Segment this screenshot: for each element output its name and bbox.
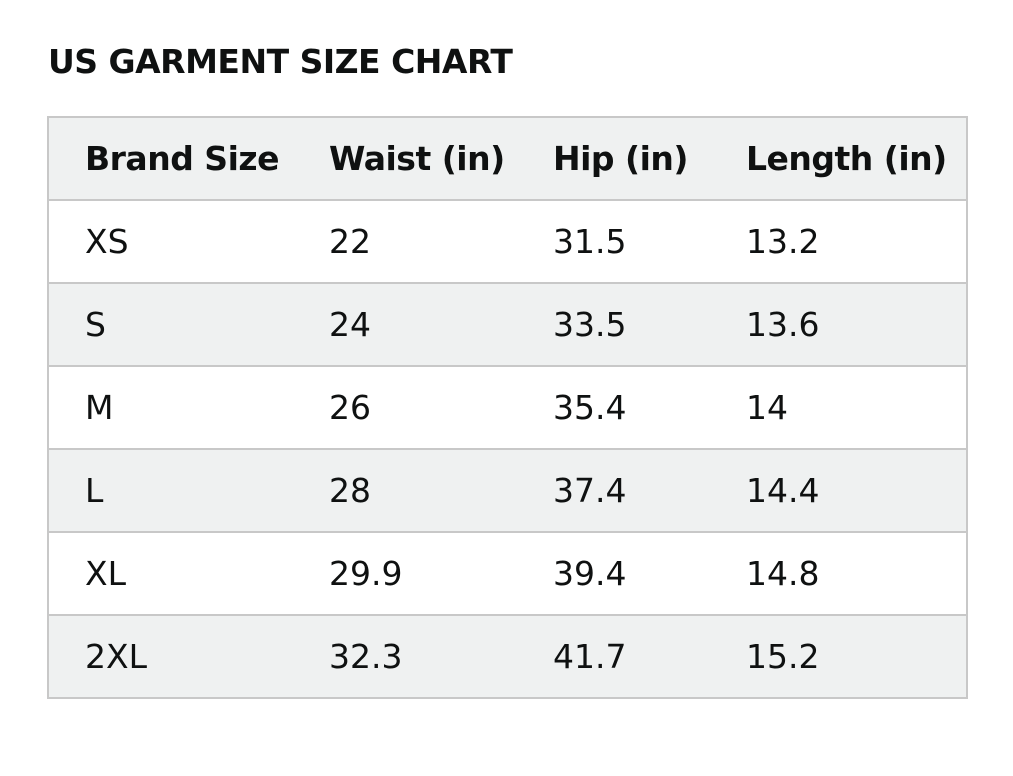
cell-hip: 35.4 xyxy=(519,365,712,449)
cell-hip: 31.5 xyxy=(519,199,712,283)
cell-brand-size: S xyxy=(48,282,293,366)
cell-waist: 26 xyxy=(293,365,519,449)
page-title: US GARMENT SIZE CHART xyxy=(48,42,513,81)
cell-hip: 37.4 xyxy=(519,448,712,532)
table-row: XS 22 31.5 13.2 xyxy=(48,199,967,283)
cell-hip: 41.7 xyxy=(519,614,712,698)
header-length: Length (in) xyxy=(712,116,967,200)
cell-brand-size: M xyxy=(48,365,293,449)
cell-hip: 39.4 xyxy=(519,531,712,615)
table-row: L 28 37.4 14.4 xyxy=(48,448,967,532)
cell-length: 14.4 xyxy=(712,448,967,532)
header-brand-size: Brand Size xyxy=(48,116,293,200)
cell-length: 13.6 xyxy=(712,282,967,366)
cell-length: 13.2 xyxy=(712,199,967,283)
cell-hip: 33.5 xyxy=(519,282,712,366)
cell-brand-size: 2XL xyxy=(48,614,293,698)
table-header-row: Brand Size Waist (in) Hip (in) Length (i… xyxy=(48,116,967,200)
cell-waist: 24 xyxy=(293,282,519,366)
cell-waist: 32.3 xyxy=(293,614,519,698)
header-hip: Hip (in) xyxy=(519,116,712,200)
table-row: 2XL 32.3 41.7 15.2 xyxy=(48,614,967,698)
cell-brand-size: XL xyxy=(48,531,293,615)
cell-waist: 29.9 xyxy=(293,531,519,615)
cell-waist: 28 xyxy=(293,448,519,532)
table-row: M 26 35.4 14 xyxy=(48,365,967,449)
header-waist: Waist (in) xyxy=(293,116,519,200)
table-row: S 24 33.5 13.6 xyxy=(48,282,967,366)
cell-length: 15.2 xyxy=(712,614,967,698)
cell-waist: 22 xyxy=(293,199,519,283)
cell-brand-size: L xyxy=(48,448,293,532)
table-row: XL 29.9 39.4 14.8 xyxy=(48,531,967,615)
cell-length: 14 xyxy=(712,365,967,449)
cell-length: 14.8 xyxy=(712,531,967,615)
size-table: Brand Size Waist (in) Hip (in) Length (i… xyxy=(47,116,968,699)
cell-brand-size: XS xyxy=(48,199,293,283)
